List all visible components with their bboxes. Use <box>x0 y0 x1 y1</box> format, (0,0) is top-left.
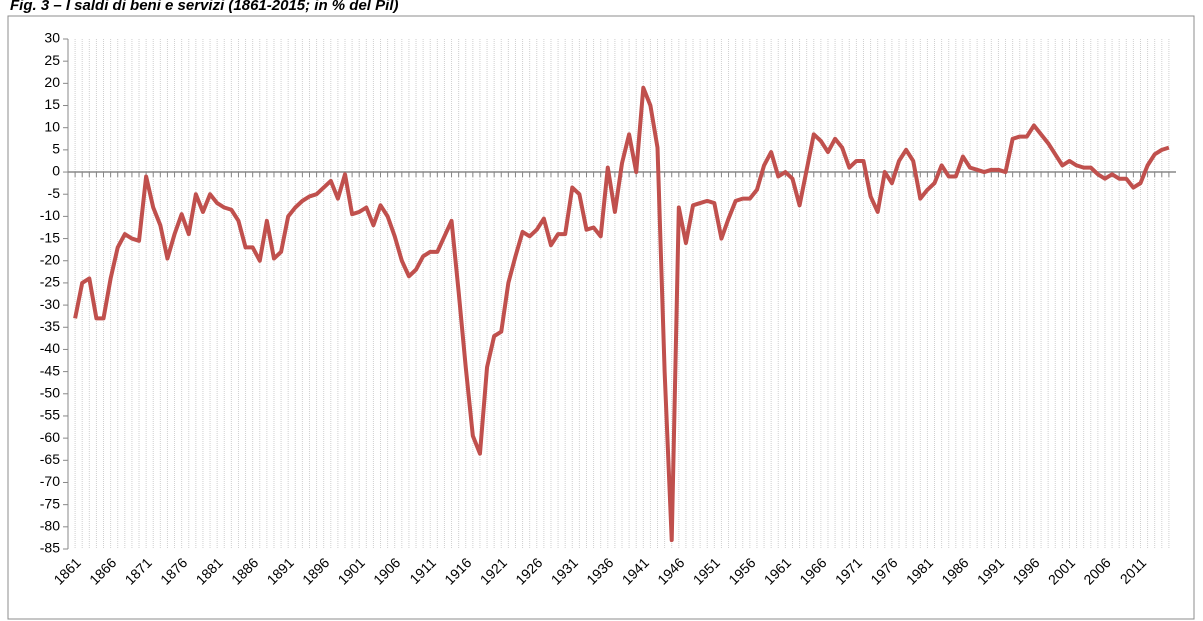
x-tick-label: 1876 <box>157 554 190 587</box>
x-tick-label: 2011 <box>1117 554 1150 587</box>
x-tick-label: 1986 <box>938 554 971 587</box>
y-tick-label: 0 <box>52 163 60 179</box>
y-tick-label: -85 <box>40 540 60 556</box>
y-tick-label: -15 <box>40 229 60 245</box>
y-tick-label: -40 <box>40 340 60 356</box>
y-tick-label: -45 <box>40 362 60 378</box>
y-tick-label: 10 <box>44 118 60 134</box>
x-tick-label: 1886 <box>228 554 261 587</box>
y-tick-label: -50 <box>40 384 60 400</box>
x-tick-label: 1926 <box>512 554 545 587</box>
y-tick-label: 30 <box>44 30 60 46</box>
data-line <box>73 85 1170 543</box>
x-tick-label: 1921 <box>477 554 510 587</box>
y-tick-label: -75 <box>40 495 60 511</box>
y-tick-label: -5 <box>48 185 61 201</box>
x-tick-label: 1971 <box>832 554 865 587</box>
y-tick-label: 25 <box>44 52 60 68</box>
x-tick-label: 1976 <box>867 554 900 587</box>
x-tick-label: 1911 <box>406 554 439 587</box>
y-tick-label: 15 <box>44 96 60 112</box>
x-tick-label: 2001 <box>1045 554 1078 587</box>
x-tick-label: 1966 <box>796 554 829 587</box>
x-tick-label: 2006 <box>1080 554 1113 587</box>
x-tick-label: 1916 <box>441 554 474 587</box>
x-tick-label: 1871 <box>122 554 155 587</box>
x-tick-label: 1901 <box>335 554 368 587</box>
y-tick-label: -35 <box>40 318 60 334</box>
y-tick-label: 20 <box>44 74 60 90</box>
x-tick-label: 1991 <box>974 554 1007 587</box>
x-tick-label: 1946 <box>654 554 687 587</box>
y-tick-label: -10 <box>40 207 60 223</box>
y-tick-label: -30 <box>40 296 60 312</box>
x-tick-label: 1906 <box>370 554 403 587</box>
y-tick-label: -65 <box>40 451 60 467</box>
x-tick-label: 1931 <box>548 554 581 587</box>
y-tick-label: 5 <box>52 141 60 157</box>
y-tick-label: -60 <box>40 429 60 445</box>
x-tick-label: 1881 <box>193 554 226 587</box>
chart-title: Fig. 3 – I saldi di beni e servizi (1861… <box>10 0 398 14</box>
x-tick-label: 1951 <box>690 554 723 587</box>
x-tick-label: 1956 <box>725 554 758 587</box>
x-tick-label: 1996 <box>1009 554 1042 587</box>
x-tick-label: 1891 <box>264 554 297 587</box>
y-tick-label: -70 <box>40 473 60 489</box>
x-tick-label: 1936 <box>583 554 616 587</box>
x-tick-label: 1861 <box>50 554 83 587</box>
x-tick-label: 1941 <box>619 554 652 587</box>
y-tick-label: -25 <box>40 274 60 290</box>
chart-frame <box>7 15 1195 620</box>
x-tick-label: 1896 <box>299 554 332 587</box>
x-tick-label: 1981 <box>903 554 936 587</box>
x-tick-label: 1866 <box>86 554 119 587</box>
y-tick-label: -55 <box>40 407 60 423</box>
y-tick-label: -20 <box>40 251 60 267</box>
y-tick-label: -80 <box>40 518 60 534</box>
x-tick-label: 1961 <box>761 554 794 587</box>
